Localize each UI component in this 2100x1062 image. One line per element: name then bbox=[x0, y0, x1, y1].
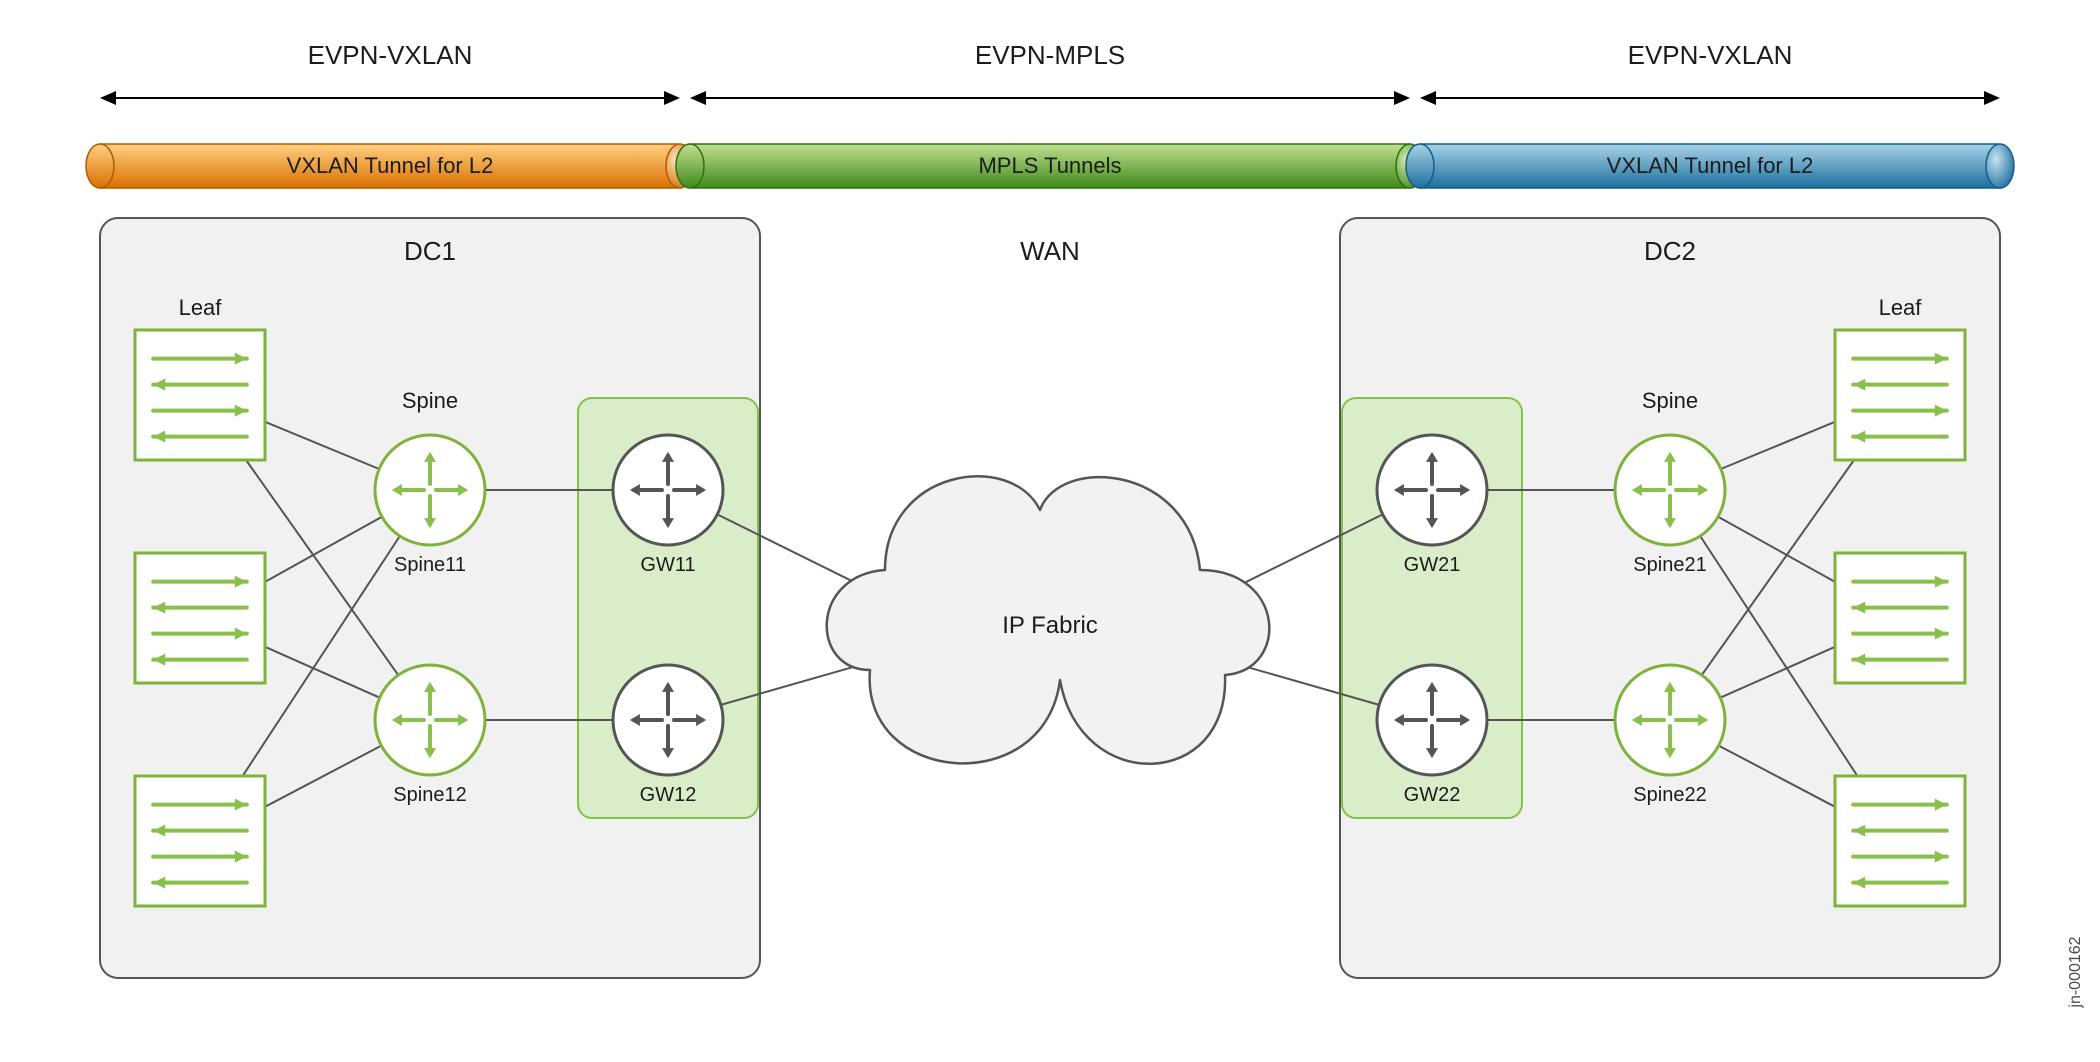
router-label: GW21 bbox=[1404, 554, 1461, 576]
tunnel-pipe-label: VXLAN Tunnel for L2 bbox=[287, 153, 494, 178]
figure-id: jn-000162 bbox=[2067, 936, 2084, 1008]
cloud-label: IP Fabric bbox=[1002, 612, 1098, 639]
ip-fabric-cloud: IP Fabric bbox=[827, 476, 1270, 764]
router-label: Spine12 bbox=[393, 784, 466, 806]
tunnel-pipe-label: MPLS Tunnels bbox=[978, 153, 1121, 178]
group-label: Spine bbox=[402, 388, 458, 413]
dc-panel-title: DC2 bbox=[1644, 236, 1696, 266]
leaf-switch-icon bbox=[1835, 776, 1965, 906]
leaf-switch-icon bbox=[135, 330, 265, 460]
section-span: EVPN-MPLS bbox=[690, 40, 1410, 105]
section-label: EVPN-VXLAN bbox=[1628, 40, 1793, 70]
wan-label: WAN bbox=[1020, 236, 1080, 266]
router-label: Spine11 bbox=[394, 554, 466, 576]
section-span: EVPN-VXLAN bbox=[100, 40, 680, 105]
tunnel-pipe: MPLS Tunnels bbox=[676, 144, 1424, 188]
router-label: GW22 bbox=[1404, 784, 1461, 806]
router-label: GW12 bbox=[640, 784, 697, 806]
leaf-switch-icon bbox=[135, 553, 265, 683]
section-label: EVPN-VXLAN bbox=[308, 40, 473, 70]
tunnel-pipe: VXLAN Tunnel for L2 bbox=[86, 144, 694, 188]
section-label: EVPN-MPLS bbox=[975, 40, 1125, 70]
router-label: Spine21 bbox=[1633, 554, 1706, 576]
group-label: Spine bbox=[1642, 388, 1698, 413]
section-span: EVPN-VXLAN bbox=[1420, 40, 2000, 105]
dc-panel-title: DC1 bbox=[404, 236, 456, 266]
group-label: Leaf bbox=[179, 295, 223, 320]
router-label: Spine22 bbox=[1633, 784, 1706, 806]
leaf-switch-icon bbox=[135, 776, 265, 906]
leaf-switch-icon bbox=[1835, 553, 1965, 683]
tunnel-pipe: VXLAN Tunnel for L2 bbox=[1406, 144, 2014, 188]
diagram-canvas: EVPN-VXLAN EVPN-MPLS EVPN-VXLAN VXLAN Tunne… bbox=[0, 0, 2100, 1062]
tunnel-pipe-label: VXLAN Tunnel for L2 bbox=[1607, 153, 1814, 178]
group-label: Leaf bbox=[1879, 295, 1923, 320]
leaf-switch-icon bbox=[1835, 330, 1965, 460]
router-label: GW11 bbox=[640, 554, 695, 576]
